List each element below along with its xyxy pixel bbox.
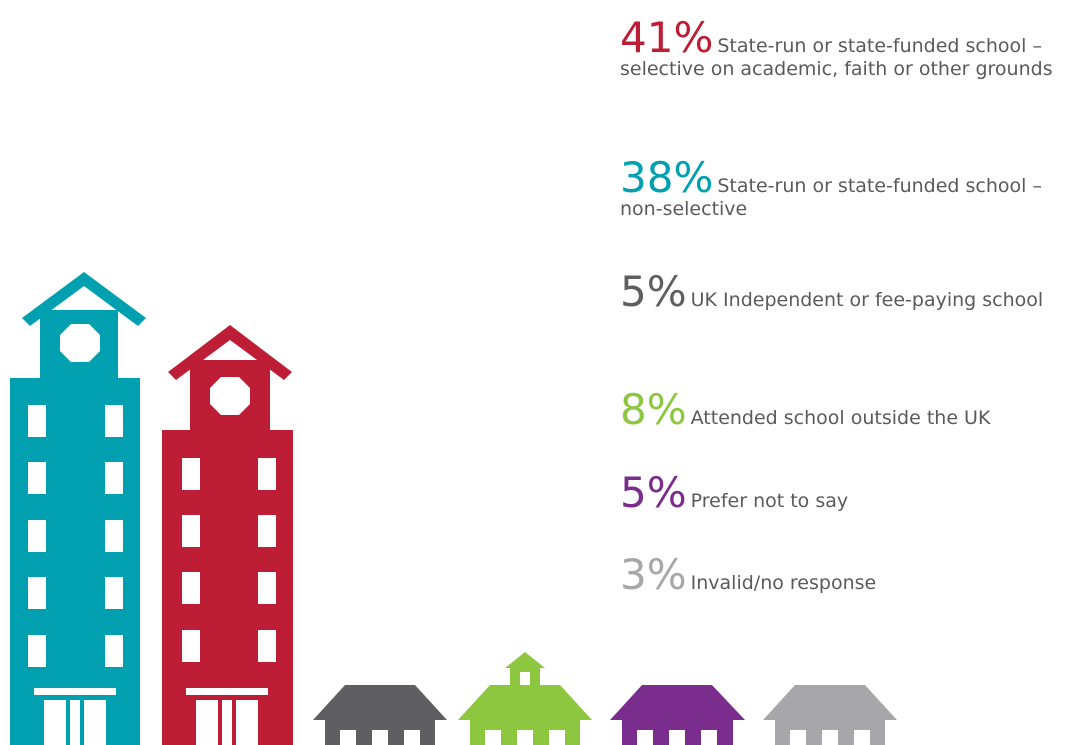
percent: 41% xyxy=(620,13,714,62)
legend-item: 5% UK Independent or fee-paying school xyxy=(620,271,1070,313)
percent: 5% xyxy=(620,267,687,316)
label: State-run or state-funded school – non-s… xyxy=(620,175,1042,220)
legend-item: 8% Attended school outside the UK xyxy=(620,389,1070,431)
percent: 5% xyxy=(620,468,687,517)
red-tower-door xyxy=(218,700,236,745)
legend-item: 5% Prefer not to say xyxy=(620,472,1070,514)
label: Attended school outside the UK xyxy=(690,407,991,429)
house-windows xyxy=(340,672,870,745)
percent: 3% xyxy=(620,550,687,599)
legend-item: 3% Invalid/no response xyxy=(620,554,1070,596)
percent: 38% xyxy=(620,153,714,202)
label: Invalid/no response xyxy=(690,572,877,594)
teal-tower-door xyxy=(66,700,84,745)
label: UK Independent or fee-paying school xyxy=(690,289,1044,311)
teal-tower xyxy=(10,272,146,745)
legend-item: 41% State-run or state-funded school – se… xyxy=(620,17,1070,81)
label: State-run or state-funded school – selec… xyxy=(620,35,1053,80)
teal-tower-details xyxy=(28,324,123,745)
red-tower-details xyxy=(182,377,276,745)
label: Prefer not to say xyxy=(690,490,849,512)
percent: 8% xyxy=(620,385,687,434)
legend-item: 38% State-run or state-funded school – no… xyxy=(620,157,1070,221)
